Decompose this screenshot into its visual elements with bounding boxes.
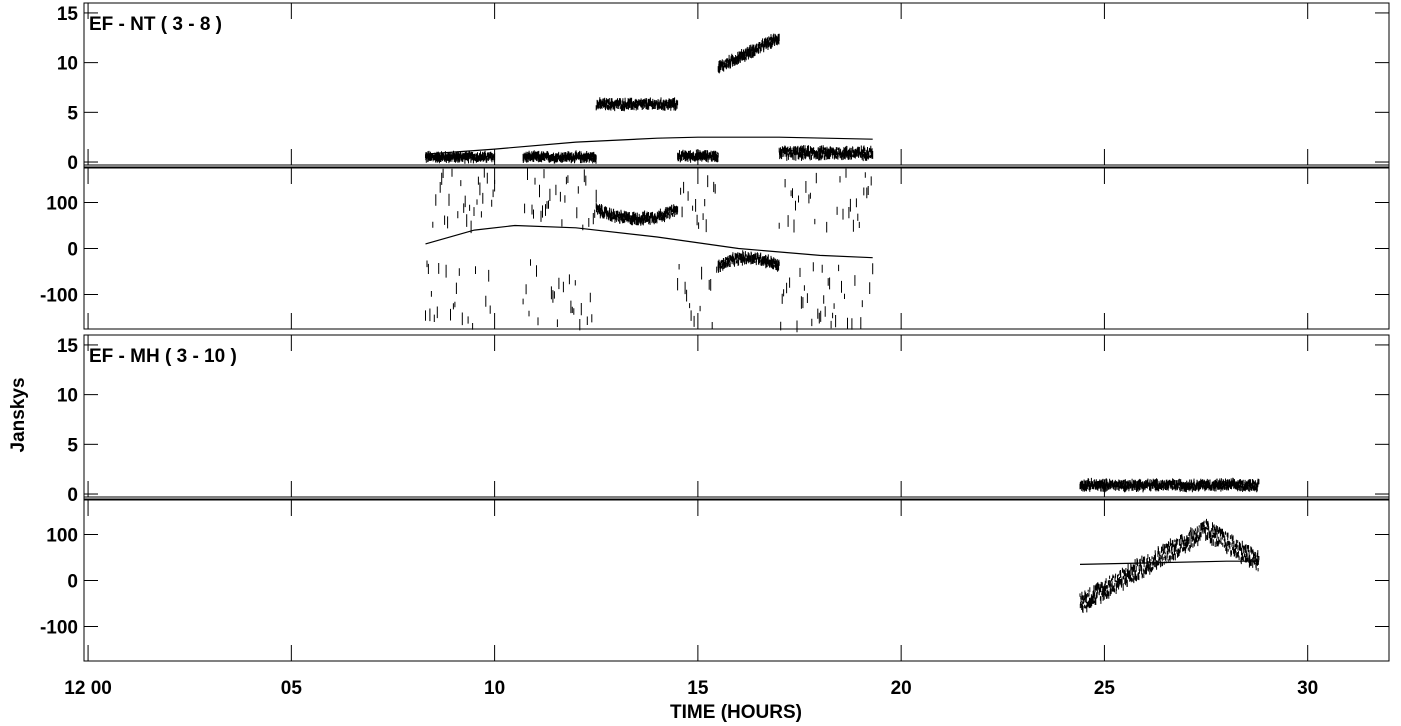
data-segment-2: [595, 202, 679, 226]
data-points: [677, 149, 719, 163]
data-points: [717, 250, 780, 273]
data-segment-0: [1079, 518, 1260, 613]
data-points: [717, 33, 780, 74]
data-points: [595, 97, 679, 112]
data-segment-0: [425, 167, 496, 330]
data-segment-2: [595, 97, 679, 112]
y-tick-label: 5: [67, 103, 78, 124]
data-segment-1: [522, 167, 597, 331]
y-tick-label: 0: [67, 240, 78, 261]
data-segment-4: [717, 250, 780, 273]
x-tick-label: 10: [484, 678, 505, 699]
x-tick-label: 20: [891, 678, 912, 699]
data-points: [522, 150, 597, 164]
baseline-label-ef-nt: EF - NT ( 3 - 8 ): [89, 14, 222, 35]
data-ef-nt-phase: [425, 167, 874, 333]
y-axis-label: Janskys: [8, 377, 29, 452]
ticks-ef-nt-phase: -100 0 100: [40, 168, 1389, 329]
data-ef-mh-phase: [1079, 518, 1260, 613]
panel-ef-mh-phase: -100 0 100: [40, 499, 1390, 662]
y-tick-label: 10: [57, 54, 78, 75]
data-segment-1: [522, 150, 597, 164]
x-tick-label: 30: [1297, 678, 1318, 699]
y-tick-label: -100: [40, 618, 78, 639]
data-segment-0: [425, 150, 496, 164]
model-curve: [425, 136, 873, 155]
y-tick-label: 5: [67, 435, 78, 456]
y-tick-label: 0: [67, 153, 78, 174]
data-points: [1079, 477, 1260, 493]
data-points: [595, 202, 679, 226]
model-curve: [425, 224, 873, 259]
data-ef-nt-amplitude: [425, 33, 874, 164]
data-points: [425, 167, 496, 330]
panel-ef-nt-amplitude: 0 5 10 15 EF - NT ( 3 - 8 ): [57, 2, 1390, 174]
x-axis-label: TIME (HOURS): [670, 702, 802, 723]
data-segment-4: [717, 33, 780, 74]
data-ef-mh-amplitude: [1079, 477, 1260, 493]
panel-ef-mh-amplitude: 0 5 10 15 EF - MH ( 3 - 10 ): [57, 334, 1390, 506]
ticks-ef-nt-amplitude: 0 5 10 15: [57, 3, 1389, 174]
y-tick-label: 100: [46, 526, 78, 547]
data-segment-5: [778, 145, 874, 162]
y-tick-label: 15: [57, 336, 79, 357]
y-tick-label: -100: [40, 286, 78, 307]
data-segment-0: [1079, 477, 1260, 493]
y-tick-label: 0: [67, 485, 78, 506]
data-points: [425, 150, 496, 164]
data-points: [778, 168, 874, 333]
y-tick-label: 100: [46, 194, 78, 215]
data-points: [1079, 518, 1260, 613]
data-points: [778, 145, 874, 162]
data-segment-3: [677, 175, 719, 329]
data-segment-5: [778, 168, 874, 333]
x-tick-label: 12 00: [64, 678, 112, 699]
data-points: [677, 175, 719, 329]
y-tick-label: 0: [67, 572, 78, 593]
data-points: [522, 167, 597, 331]
x-axis: 12 00 05 10 15 20 25 30: [64, 678, 1318, 699]
y-tick-label: 15: [57, 4, 79, 25]
x-tick-label: 25: [1094, 678, 1116, 699]
ticks-ef-mh-phase: -100 0 100: [40, 500, 1389, 661]
data-segment-3: [677, 149, 719, 163]
x-tick-label: 15: [687, 678, 709, 699]
panel-ef-nt-phase: -100 0 100: [40, 167, 1390, 333]
y-tick-label: 10: [57, 386, 78, 407]
baseline-label-ef-mh: EF - MH ( 3 - 10 ): [89, 346, 237, 367]
model-curve: [1079, 560, 1259, 565]
x-tick-label: 05: [281, 678, 303, 699]
